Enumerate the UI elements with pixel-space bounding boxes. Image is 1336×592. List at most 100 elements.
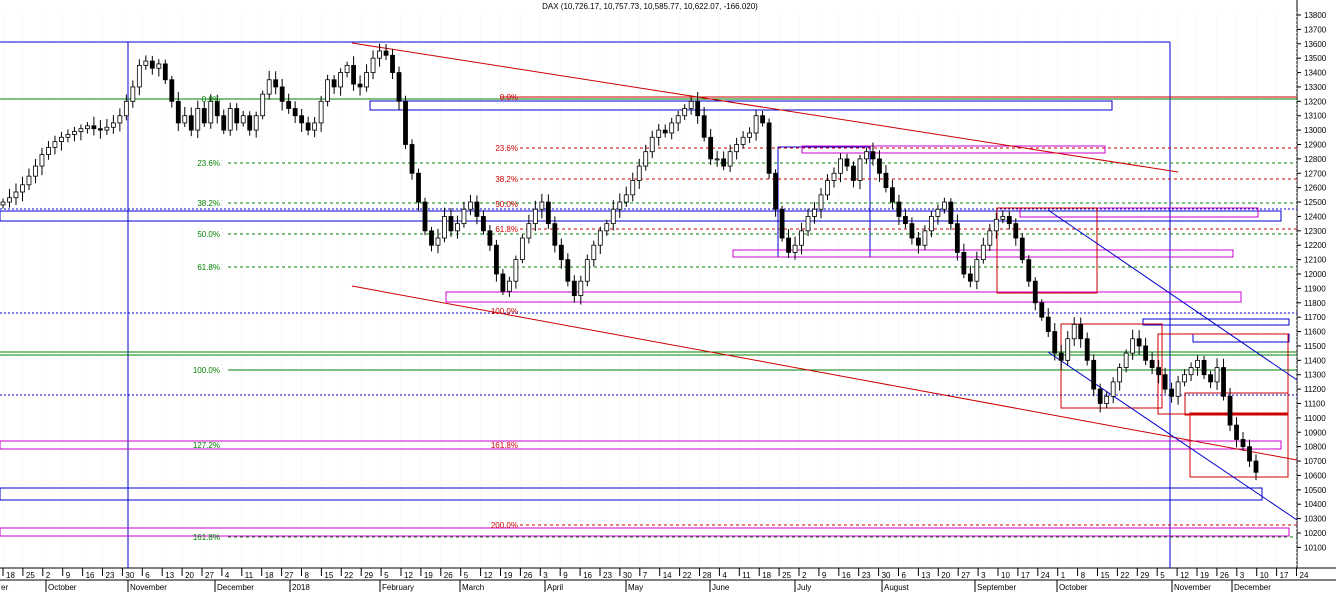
date-tick-label: 9	[66, 571, 71, 580]
candle-body	[84, 125, 90, 130]
candle-body	[1214, 367, 1220, 383]
candle-body	[1052, 331, 1058, 354]
candle-body	[91, 125, 97, 130]
candle-body	[1162, 374, 1168, 390]
candle-body	[227, 108, 233, 131]
fibonacci-labels: 0.0% 23.6% 38.2% 50.0% 61.8% 100.0% 127.2% 161.…	[193, 93, 518, 542]
fib-left-label: 127.2%	[193, 441, 220, 450]
candle-body	[26, 175, 32, 186]
candle-body	[993, 218, 999, 232]
candle-body	[909, 223, 915, 239]
candle-body	[1032, 280, 1038, 304]
candle-body	[487, 230, 493, 246]
candle-body	[474, 201, 480, 217]
price-tick-label: 11100	[1304, 400, 1326, 409]
candle-body	[1169, 388, 1175, 397]
candle-body	[1208, 374, 1213, 383]
date-tick-label: 24	[1041, 571, 1050, 580]
candle-body	[682, 108, 688, 117]
candle-body	[539, 201, 545, 210]
candle-body	[253, 115, 259, 131]
candle-body	[72, 131, 77, 135]
candle-body	[565, 259, 571, 282]
candle-body	[851, 165, 856, 181]
candle-body	[338, 72, 343, 88]
candle-body	[104, 126, 110, 131]
candle-body	[97, 128, 103, 131]
month-label: December	[217, 583, 254, 592]
candle-body	[1026, 259, 1032, 282]
date-tick-label: 28	[703, 571, 712, 580]
candle-body	[182, 115, 188, 124]
date-tick-label: 5	[464, 571, 469, 580]
candle-body	[409, 144, 415, 174]
date-tick-label: 19	[504, 571, 513, 580]
price-tick-label: 12600	[1304, 184, 1327, 193]
candle-body	[143, 60, 149, 66]
date-tick-label: 18	[762, 571, 771, 580]
candle-body	[1188, 367, 1194, 376]
candle-body	[948, 201, 954, 225]
price-tick-label: 12500	[1304, 198, 1327, 207]
price-tick-label: 12200	[1304, 241, 1327, 250]
candle-body	[545, 201, 551, 225]
candle-body	[1123, 352, 1129, 368]
candle-body	[967, 273, 973, 282]
fib-right-label: 38.2%	[495, 175, 518, 184]
candle-body	[1143, 345, 1149, 361]
fib-left-label: 161.8%	[193, 533, 220, 542]
price-tick-label: 12700	[1304, 169, 1327, 178]
fib-left-label: 100.0%	[193, 366, 220, 375]
price-tick-label: 11900	[1304, 284, 1326, 293]
candle-body	[240, 115, 246, 124]
candle-body	[877, 158, 882, 174]
month-label: December	[1234, 583, 1271, 592]
fib-left-label: 61.8%	[197, 263, 220, 272]
candle-body	[1091, 359, 1097, 390]
date-tick-label: 30	[623, 571, 632, 580]
date-tick-label: 16	[842, 571, 851, 580]
date-tick-label: 12	[484, 571, 493, 580]
date-tick-label: 23	[862, 571, 871, 580]
month-label: September	[977, 583, 1016, 592]
date-tick-label: 9	[563, 571, 568, 580]
candle-body	[214, 100, 220, 117]
candle-body	[442, 216, 447, 239]
candle-body	[78, 128, 84, 132]
candle-body	[1136, 338, 1142, 347]
candle-body	[370, 57, 376, 73]
candle-body	[390, 54, 395, 73]
candle-body	[377, 50, 382, 59]
magenta-box	[445, 291, 1242, 303]
candle-body	[52, 141, 58, 148]
candle-body	[331, 79, 337, 88]
candle-body	[279, 86, 285, 102]
date-tick-label: 12	[404, 571, 413, 580]
candle-body	[195, 108, 201, 131]
date-tick-label: 23	[603, 571, 612, 580]
candle-body	[721, 158, 727, 167]
candle-body	[688, 100, 694, 109]
date-tick-label: 17	[1280, 571, 1289, 580]
fib-right-label: 61.8%	[495, 225, 518, 234]
candle-body	[1019, 237, 1025, 261]
month-label: October	[48, 583, 77, 592]
candle-body	[364, 72, 369, 88]
candle-body	[0, 201, 6, 206]
candle-body	[344, 64, 350, 73]
candle-body	[954, 223, 960, 253]
price-tick-label: 12400	[1304, 212, 1327, 221]
date-tick-label: 26	[1220, 571, 1229, 580]
price-tick-label: 10500	[1304, 486, 1327, 495]
candle-body	[623, 194, 629, 203]
candle-body	[312, 122, 318, 131]
candle-body	[383, 50, 389, 56]
red-box	[1184, 392, 1289, 416]
candle-body	[1156, 367, 1162, 376]
fib-right-label: 200.0%	[491, 521, 518, 530]
date-tick-label: 22	[1120, 571, 1129, 580]
month-label: 2018	[292, 583, 310, 592]
candle-body	[149, 60, 155, 69]
price-tick-label: 12800	[1304, 155, 1327, 164]
